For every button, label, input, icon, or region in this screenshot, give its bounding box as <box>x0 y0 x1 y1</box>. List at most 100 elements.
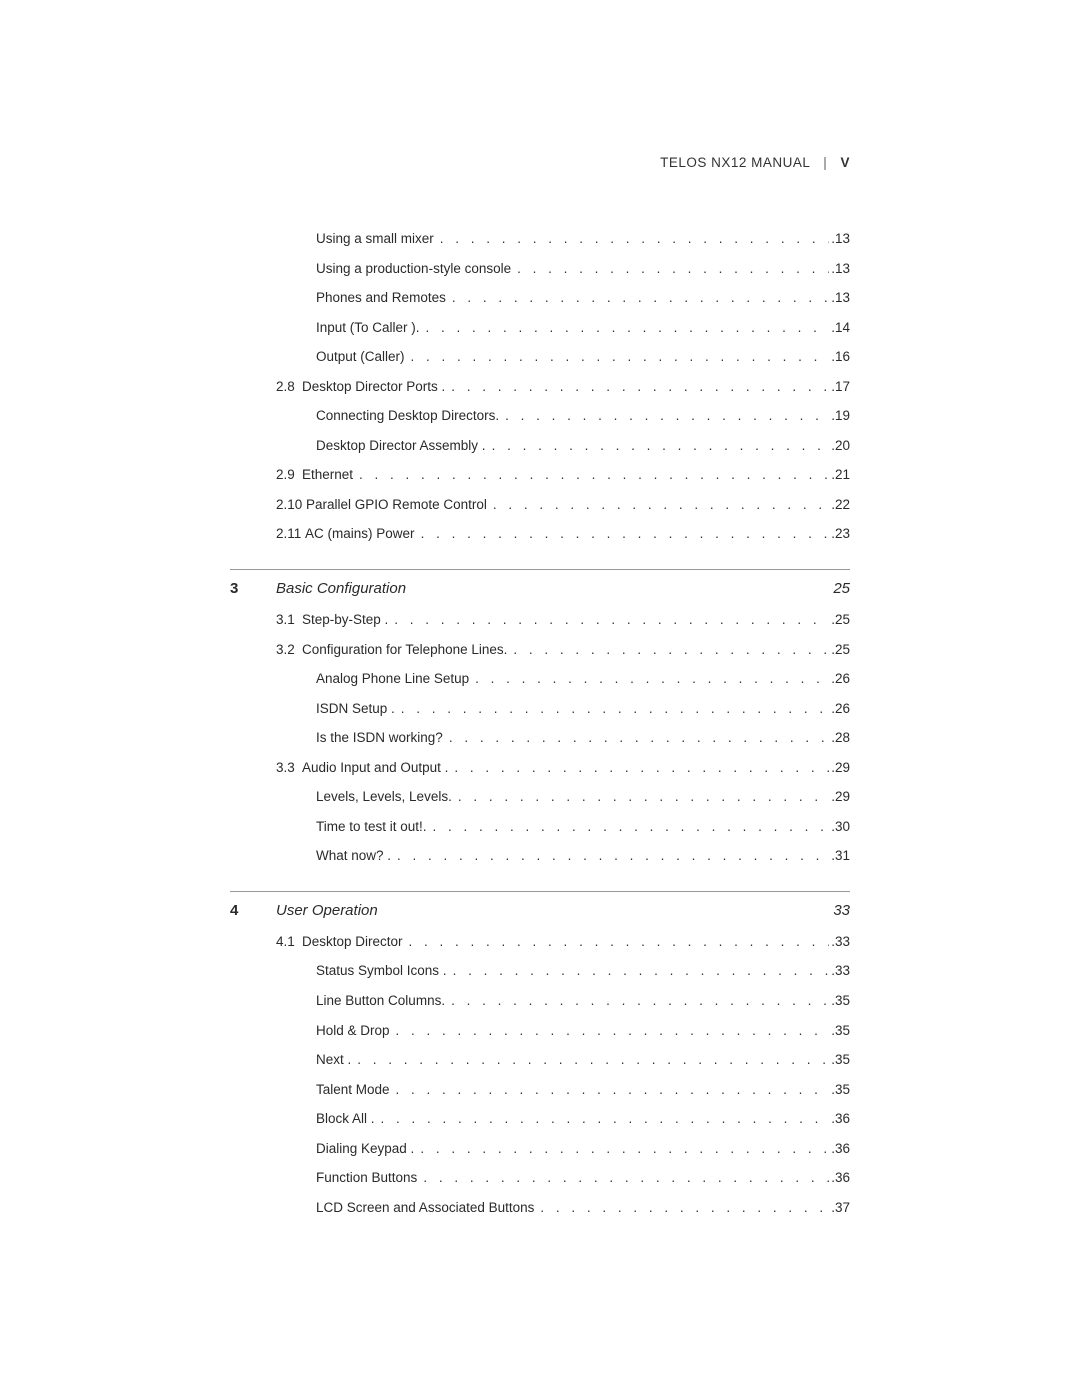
toc-entry-label: Output (Caller) <box>316 348 405 366</box>
toc-leaders: . . . . . . . . . . . . . . . . . . . . … <box>511 260 829 278</box>
toc-entry-title: Parallel GPIO Remote Control <box>306 497 487 512</box>
toc-entry-page: .35 <box>829 1022 850 1040</box>
toc-leaders: . . . . . . . . . . . . . . . . . . . . … <box>417 1169 829 1187</box>
toc-entry-label: Input (To Caller ). <box>316 319 420 337</box>
toc-entry-page: .22 <box>829 496 850 514</box>
toc-entry-label: Function Buttons <box>316 1169 417 1187</box>
toc-chapter-rule <box>230 891 850 892</box>
toc-section-number: 3.2 <box>276 641 302 659</box>
table-of-contents: Using a small mixer . . . . . . . . . . … <box>230 230 850 1216</box>
toc-leaders: . . . . . . . . . . . . . . . . . . . . … <box>486 437 830 455</box>
toc-chapter-number: 4 <box>230 902 276 919</box>
toc-entry-page: .13 <box>829 289 850 307</box>
toc-entry-page: .37 <box>829 1199 850 1217</box>
toc-sub-entry: Time to test it out!. . . . . . . . . . … <box>230 818 850 836</box>
toc-entry-title: Using a production-style console <box>316 261 511 276</box>
toc-sub-entry: ISDN Setup . . . . . . . . . . . . . . .… <box>230 700 850 718</box>
toc-entry-page: .23 <box>829 525 850 543</box>
toc-sub-entry: Desktop Director Assembly . . . . . . . … <box>230 437 850 455</box>
running-head-title: TELOS NX12 MANUAL <box>660 155 810 170</box>
toc-entry-title: Levels, Levels, Levels. <box>316 789 452 804</box>
toc-entry-page: .29 <box>829 759 850 777</box>
toc-entry-page: .25 <box>829 611 850 629</box>
toc-leaders: . . . . . . . . . . . . . . . . . . . . … <box>452 788 829 806</box>
running-head-page: V <box>840 155 850 170</box>
toc-sub-entry: Talent Mode . . . . . . . . . . . . . . … <box>230 1081 850 1099</box>
toc-leaders: . . . . . . . . . . . . . . . . . . . . … <box>395 700 829 718</box>
toc-entry-page: .14 <box>829 319 850 337</box>
toc-section-number: 2.9 <box>276 466 302 484</box>
toc-entry-page: .13 <box>829 230 850 248</box>
toc-leaders: . . . . . . . . . . . . . . . . . . . . … <box>487 496 829 514</box>
toc-leaders: . . . . . . . . . . . . . . . . . . . . … <box>391 847 829 865</box>
toc-entry-label: Talent Mode <box>316 1081 390 1099</box>
toc-leaders: . . . . . . . . . . . . . . . . . . . . … <box>415 525 830 543</box>
toc-sub-entry: Is the ISDN working? . . . . . . . . . .… <box>230 729 850 747</box>
toc-leaders: . . . . . . . . . . . . . . . . . . . . … <box>427 818 830 836</box>
toc-chapter-rule <box>230 569 850 570</box>
toc-entry-label: 3.2 Configuration for Telephone Lines. <box>276 641 507 659</box>
toc-entry-title: Configuration for Telephone Lines. <box>302 642 507 657</box>
toc-section-entry: 3.1 Step-by-Step . . . . . . . . . . . .… <box>230 611 850 629</box>
toc-entry-page: .13 <box>829 260 850 278</box>
toc-entry-page: .33 <box>829 933 850 951</box>
toc-section-entry: 4.1 Desktop Director . . . . . . . . . .… <box>230 933 850 951</box>
toc-entry-title: Dialing Keypad . <box>316 1141 414 1156</box>
toc-sub-entry: Using a production-style console . . . .… <box>230 260 850 278</box>
toc-leaders: . . . . . . . . . . . . . . . . . . . . … <box>445 992 829 1010</box>
toc-entry-title: Line Button Columns. <box>316 993 445 1008</box>
toc-entry-page: .19 <box>829 407 850 425</box>
toc-entry-label: Dialing Keypad . <box>316 1140 414 1158</box>
toc-chapter-page: 33 <box>833 902 850 919</box>
toc-entry-title: Ethernet <box>302 467 353 482</box>
page: TELOS NX12 MANUAL | V Using a small mixe… <box>0 0 1080 1397</box>
toc-leaders: . . . . . . . . . . . . . . . . . . . . … <box>420 319 830 337</box>
toc-entry-label: Time to test it out!. <box>316 818 427 836</box>
toc-entry-page: .20 <box>829 437 850 455</box>
toc-sub-entry: Function Buttons . . . . . . . . . . . .… <box>230 1169 850 1187</box>
toc-entry-title: Talent Mode <box>316 1082 390 1097</box>
toc-entry-label: 2.9 Ethernet <box>276 466 353 484</box>
toc-entry-title: Is the ISDN working? <box>316 730 443 745</box>
toc-entry-title: Hold & Drop <box>316 1023 390 1038</box>
toc-entry-page: .21 <box>829 466 850 484</box>
toc-entry-page: .29 <box>829 788 850 806</box>
toc-sub-entry: Status Symbol Icons . . . . . . . . . . … <box>230 962 850 980</box>
toc-entry-title: Desktop Director <box>302 934 403 949</box>
toc-sub-entry: Next . . . . . . . . . . . . . . . . . .… <box>230 1051 850 1069</box>
toc-chapter-title: User Operation <box>276 902 823 919</box>
toc-entry-label: Levels, Levels, Levels. <box>316 788 452 806</box>
toc-leaders: . . . . . . . . . . . . . . . . . . . . … <box>390 1022 830 1040</box>
toc-section-entry: 3.3 Audio Input and Output . . . . . . .… <box>230 759 850 777</box>
toc-chapter-block: 3Basic Configuration253.1 Step-by-Step .… <box>230 569 850 865</box>
toc-entry-label: Next . <box>316 1051 351 1069</box>
toc-section-number: 2.8 <box>276 378 302 396</box>
toc-entry-page: .36 <box>829 1140 850 1158</box>
toc-leaders: . . . . . . . . . . . . . . . . . . . . … <box>388 611 829 629</box>
toc-entry-page: .26 <box>829 670 850 688</box>
toc-chapter-number: 3 <box>230 580 276 597</box>
toc-leaders: . . . . . . . . . . . . . . . . . . . . … <box>448 759 829 777</box>
toc-entry-label: Using a production-style console <box>316 260 511 278</box>
toc-entry-label: LCD Screen and Associated Buttons <box>316 1199 534 1217</box>
toc-continuation-block: Using a small mixer . . . . . . . . . . … <box>230 230 850 543</box>
toc-leaders: . . . . . . . . . . . . . . . . . . . . … <box>534 1199 829 1217</box>
toc-entry-title: ISDN Setup . <box>316 701 395 716</box>
toc-sub-entry: What now? . . . . . . . . . . . . . . . … <box>230 847 850 865</box>
toc-leaders: . . . . . . . . . . . . . . . . . . . . … <box>469 670 829 688</box>
toc-entry-title: Analog Phone Line Setup <box>316 671 469 686</box>
toc-leaders: . . . . . . . . . . . . . . . . . . . . … <box>414 1140 829 1158</box>
toc-sub-entry: LCD Screen and Associated Buttons . . . … <box>230 1199 850 1217</box>
toc-leaders: . . . . . . . . . . . . . . . . . . . . … <box>405 348 830 366</box>
toc-entry-page: .33 <box>829 962 850 980</box>
toc-entry-page: .31 <box>829 847 850 865</box>
toc-entry-label: Line Button Columns. <box>316 992 445 1010</box>
toc-leaders: . . . . . . . . . . . . . . . . . . . . … <box>447 962 830 980</box>
toc-leaders: . . . . . . . . . . . . . . . . . . . . … <box>446 289 829 307</box>
toc-entry-title: AC (mains) Power <box>305 526 415 541</box>
toc-entry-page: .26 <box>829 700 850 718</box>
toc-section-number: 3.3 <box>276 759 302 777</box>
toc-entry-title: Status Symbol Icons . <box>316 963 447 978</box>
toc-entry-label: Hold & Drop <box>316 1022 390 1040</box>
toc-leaders: . . . . . . . . . . . . . . . . . . . . … <box>353 466 829 484</box>
